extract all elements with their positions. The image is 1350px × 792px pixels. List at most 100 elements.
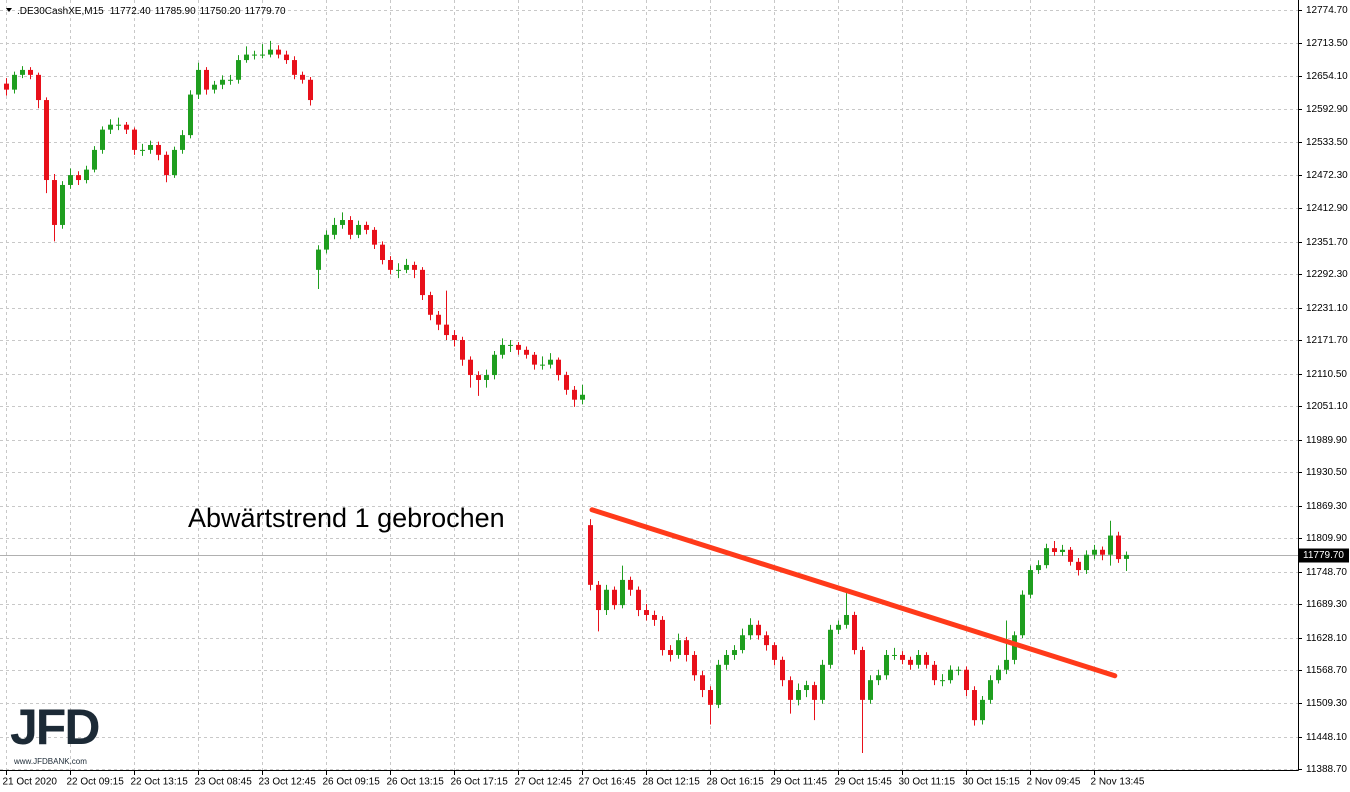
candle-body <box>988 680 993 700</box>
candle-body <box>116 124 121 126</box>
candle-body <box>748 624 753 636</box>
candle-body <box>948 669 953 681</box>
x-tick-label: 22 Oct 09:15 <box>67 777 125 788</box>
candle-body <box>1124 554 1129 559</box>
menu-arrow[interactable] <box>6 8 12 12</box>
candle-body <box>604 589 609 611</box>
candle-body <box>628 579 633 590</box>
candle-body <box>588 525 593 585</box>
candle-body <box>452 335 457 340</box>
x-tick-label: 21 Oct 2020 <box>3 777 58 788</box>
candle-body <box>284 54 289 61</box>
candle-body <box>204 69 209 90</box>
candle-body <box>492 354 497 376</box>
candle-body <box>1076 561 1081 571</box>
candle-body <box>940 680 945 682</box>
candle-body <box>724 654 729 665</box>
candle-body <box>380 244 385 261</box>
candle-body <box>660 619 665 651</box>
x-tick-label: 23 Oct 08:45 <box>195 777 253 788</box>
candle-body <box>340 220 345 225</box>
candle-body <box>396 269 401 271</box>
candle-body <box>84 169 89 181</box>
y-tick-label: 11448.10 <box>1306 732 1347 743</box>
candle-body <box>4 83 9 90</box>
candle-body <box>884 654 889 676</box>
x-tick-label: 26 Oct 17:15 <box>451 777 509 788</box>
candle-body <box>124 124 129 130</box>
candle-body <box>164 154 169 176</box>
candle-body <box>308 79 313 101</box>
y-tick-label: 11509.30 <box>1306 698 1347 709</box>
last-price-tag <box>1299 548 1349 563</box>
candle-body <box>692 654 697 676</box>
candle-body <box>828 629 833 665</box>
candle-body <box>844 614 849 625</box>
candle-body <box>300 74 305 80</box>
candle-body <box>316 249 321 270</box>
candle-body <box>460 339 465 360</box>
y-tick-label: 12292.30 <box>1306 269 1348 280</box>
annotation: Abwärtstrend 1 gebrochen <box>188 503 505 533</box>
x-tick-label: 22 Oct 13:15 <box>131 777 189 788</box>
candle-body <box>580 394 585 400</box>
candle-body <box>180 135 185 150</box>
candle-body <box>132 129 137 150</box>
candle-body <box>212 84 217 90</box>
candle-body <box>1100 549 1105 555</box>
candle-body <box>980 699 985 721</box>
candle-body <box>44 100 49 181</box>
candle-body <box>1012 635 1017 660</box>
candle-body <box>708 690 713 705</box>
candle-body <box>388 260 393 270</box>
candle-body <box>556 359 561 376</box>
x-tick-label: 26 Oct 13:15 <box>387 777 445 788</box>
candle-body <box>620 579 625 606</box>
candle-body <box>684 640 689 655</box>
candle-body <box>188 94 193 136</box>
candle-body <box>860 650 865 700</box>
candle-body <box>476 375 481 380</box>
candle-body <box>100 129 105 150</box>
candle-body <box>812 685 817 700</box>
candle-body <box>820 664 825 700</box>
y-tick-label: 11689.30 <box>1306 599 1347 610</box>
candle-body <box>668 650 673 655</box>
candle-body <box>564 375 569 390</box>
x-tick-label: 29 Oct 11:45 <box>771 777 828 788</box>
y-tick-label: 12231.10 <box>1306 303 1348 314</box>
candle-body <box>324 234 329 250</box>
candle-body <box>220 79 225 85</box>
candle-body <box>348 220 353 235</box>
candle-body <box>876 675 881 681</box>
candle-body <box>900 654 905 660</box>
candle-body <box>836 624 841 630</box>
candle-body <box>716 664 721 705</box>
candle-body <box>356 224 361 235</box>
header-low: 11750.20 <box>200 6 241 17</box>
candle-body <box>20 69 25 75</box>
candle-body <box>252 54 257 56</box>
candle-body <box>404 264 409 270</box>
candle-body <box>996 669 1001 681</box>
candles <box>4 40 1129 754</box>
candle-body <box>508 344 513 346</box>
symbol: .DE30CashXE,M15 <box>17 6 104 17</box>
candle-body <box>36 74 41 101</box>
candle-body <box>676 640 681 655</box>
candle-body <box>636 589 641 611</box>
candle-body <box>148 144 153 150</box>
candle-body <box>772 645 777 660</box>
candle-body <box>924 654 929 665</box>
candle-body <box>468 359 473 376</box>
x-tick-label: 27 Oct 16:45 <box>579 777 637 788</box>
x-tick-label: 2 Nov 13:45 <box>1091 777 1145 788</box>
header-open: 11772.40 <box>110 6 151 17</box>
candle-body <box>28 69 33 75</box>
y-tick-label: 11628.10 <box>1306 633 1347 644</box>
candle-body <box>76 175 81 181</box>
candle-body <box>140 149 145 151</box>
candle-body <box>68 175 73 185</box>
x-tick-label: 30 Oct 15:15 <box>963 777 1021 788</box>
